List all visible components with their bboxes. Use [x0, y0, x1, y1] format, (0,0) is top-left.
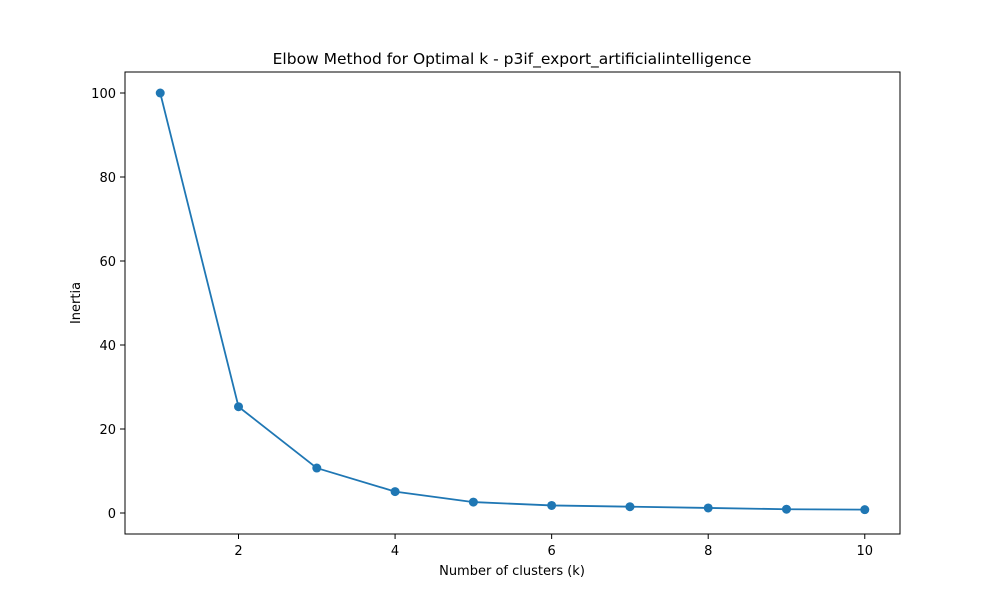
data-point	[468, 497, 478, 507]
data-point	[155, 88, 165, 98]
x-tick-label: 8	[704, 544, 712, 559]
y-tick-label: 20	[99, 423, 116, 438]
chart-title: Elbow Method for Optimal k - p3if_export…	[273, 50, 752, 69]
x-tick-label: 4	[391, 544, 399, 559]
x-axis-label: Number of clusters (k)	[439, 564, 585, 579]
x-axis-ticks: 2 4 6 8 10	[234, 534, 873, 559]
x-tick-label: 6	[548, 544, 556, 559]
y-tick-label: 40	[99, 339, 116, 354]
x-tick-label: 2	[234, 544, 242, 559]
data-point	[390, 487, 400, 497]
data-point	[781, 504, 791, 514]
y-axis-label: Inertia	[69, 282, 84, 324]
x-tick-label: 10	[856, 544, 873, 559]
series-line	[159, 92, 865, 511]
data-point	[625, 502, 635, 512]
data-point	[234, 402, 244, 412]
y-axis-ticks: 0 20 40 60 80 100	[91, 87, 125, 522]
data-point	[312, 463, 322, 473]
y-tick-label: 100	[91, 87, 116, 102]
plot-area	[155, 88, 870, 515]
data-point	[860, 505, 870, 515]
y-tick-label: 0	[108, 507, 116, 522]
data-point	[703, 503, 713, 513]
y-tick-label: 60	[99, 255, 116, 270]
data-point	[547, 500, 557, 510]
y-tick-label: 80	[99, 171, 116, 186]
axes-frame	[124, 71, 901, 535]
